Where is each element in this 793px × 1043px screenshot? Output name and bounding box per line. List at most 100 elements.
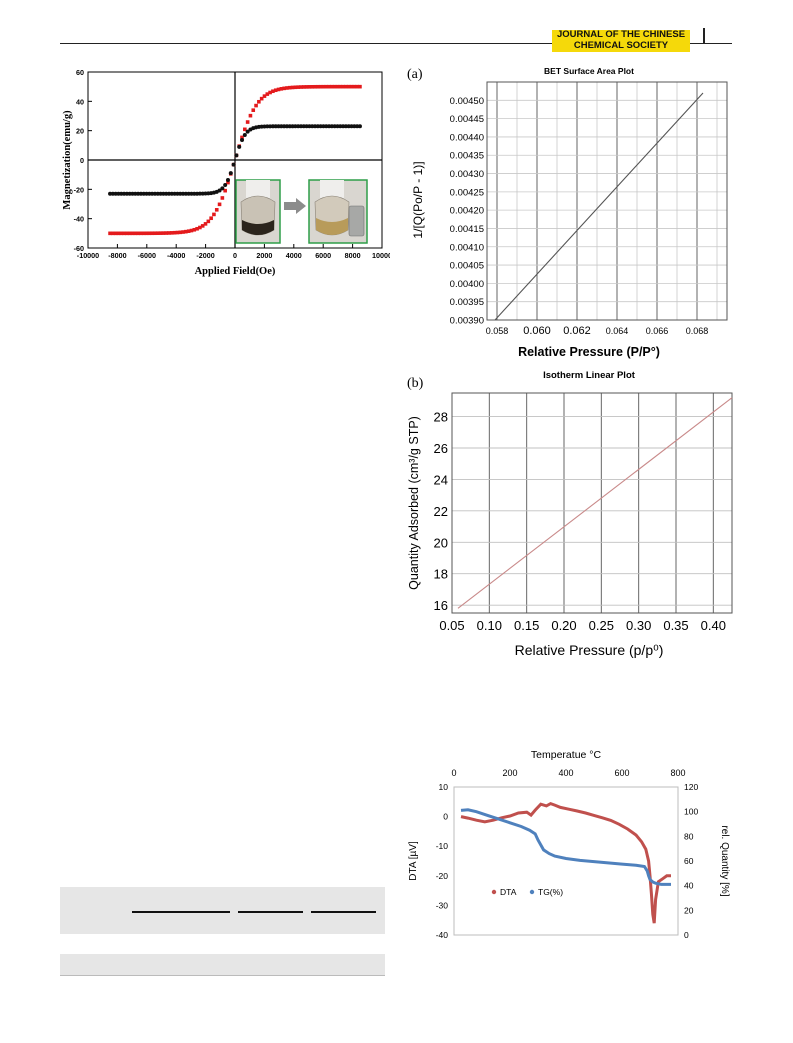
inset-photo-before xyxy=(235,179,281,244)
red-series-point xyxy=(181,230,185,234)
red-series-point xyxy=(209,216,213,221)
x-tick-label: 0.068 xyxy=(686,326,709,336)
y-tick-label: 0.00420 xyxy=(450,206,484,217)
tg-series-line xyxy=(460,808,671,886)
red-series-point xyxy=(257,99,261,104)
chart-title: BET Surface Area Plot xyxy=(544,66,634,76)
red-series-point xyxy=(304,85,309,89)
black-series-point xyxy=(296,124,301,129)
red-series-point xyxy=(212,212,216,217)
y-tick-label: 0 xyxy=(80,156,84,165)
table-column-rule-1 xyxy=(132,911,230,913)
red-series-point xyxy=(125,231,129,236)
red-series-point xyxy=(150,231,154,236)
x-tick-label: 0.062 xyxy=(563,325,591,337)
red-series-point xyxy=(189,228,194,233)
black-series-point xyxy=(327,124,332,129)
black-series-point xyxy=(301,124,306,129)
isotherm-chart: (b) Isotherm Linear Plot 0.05 0.10 0.15 0.2… xyxy=(407,370,733,658)
magnetization-chart: 60 40 20 0 -20 -40 -60 -10000 -8000 -6000 -4000 -2… xyxy=(62,68,390,277)
black-series-point xyxy=(265,124,270,129)
red-series-point xyxy=(285,86,289,90)
chart-title: Isotherm Linear Plot xyxy=(543,370,636,381)
black-series-point xyxy=(113,191,118,196)
red-series-point xyxy=(184,229,188,234)
right-y-axis-label: rel. Quantity [%] xyxy=(719,825,730,896)
black-series-point xyxy=(352,124,357,129)
left-y-tick-label: -30 xyxy=(436,900,449,910)
x-tick-label: -10000 xyxy=(77,251,99,260)
black-series-point xyxy=(136,191,141,196)
red-series-point xyxy=(175,230,180,235)
red-series-point xyxy=(147,231,152,236)
y-tick-label: 0.00425 xyxy=(450,187,484,198)
red-series-point xyxy=(226,180,230,185)
black-series-point xyxy=(197,191,202,196)
red-series-point xyxy=(139,231,143,236)
black-series-point xyxy=(245,129,250,134)
red-series-point xyxy=(310,84,315,89)
journal-name-line1: JOURNAL OF THE CHINESE xyxy=(556,29,686,40)
red-series-point xyxy=(158,231,163,235)
y-tick-label: 60 xyxy=(76,68,84,77)
y-tick-label: 24 xyxy=(434,472,448,487)
x-tick-label: 0.10 xyxy=(477,618,502,633)
left-y-tick-label: -40 xyxy=(436,930,449,940)
red-series-point xyxy=(248,113,253,118)
black-series-point xyxy=(200,191,205,196)
black-series-point xyxy=(178,191,183,196)
red-series-point xyxy=(290,85,295,90)
red-series-point xyxy=(186,229,191,233)
red-series-point xyxy=(111,231,115,236)
journal-name-line2: CHEMICAL SOCIETY xyxy=(573,39,669,51)
red-series-point xyxy=(122,231,126,236)
red-series-point xyxy=(282,86,286,91)
x-tick-label: 0 xyxy=(233,251,237,260)
arrow-icon xyxy=(284,198,306,214)
black-series-point xyxy=(346,124,351,129)
left-y-tick-label: 0 xyxy=(443,812,448,822)
black-series-point xyxy=(270,124,275,129)
black-series-point xyxy=(124,191,129,196)
black-series-point xyxy=(231,162,236,167)
black-series-point xyxy=(130,191,135,196)
black-series-point xyxy=(318,124,323,129)
x-tick-label: -6000 xyxy=(138,251,156,260)
red-series-point xyxy=(108,231,112,236)
header-rule xyxy=(60,43,732,44)
red-series-point xyxy=(164,231,169,235)
black-series-point xyxy=(324,124,329,129)
red-series-point xyxy=(206,219,211,224)
y-tick-label: -40 xyxy=(74,215,84,224)
black-series-point xyxy=(119,191,124,196)
table-column-rule-3 xyxy=(311,911,376,913)
black-series-point xyxy=(167,191,172,196)
red-series-point xyxy=(352,84,357,89)
y-tick-label: 20 xyxy=(76,127,84,136)
y-axis-label: Quantity Adsorbed (cm³/g STP) xyxy=(407,416,421,590)
red-series-point xyxy=(167,231,171,235)
black-series-point xyxy=(343,124,348,129)
red-series-point xyxy=(144,231,149,236)
y-tick-label: 0.00445 xyxy=(450,114,484,125)
x-tick-label: 10000 xyxy=(372,251,390,260)
red-series-point xyxy=(243,127,247,132)
red-series-point xyxy=(214,208,219,212)
y-tick-label: 0.00435 xyxy=(450,151,484,162)
red-series-point xyxy=(341,84,345,89)
red-series-point xyxy=(155,231,160,236)
dta-series-line xyxy=(460,801,671,924)
y-tick-label: 0.00395 xyxy=(450,297,484,308)
red-series-point xyxy=(220,196,225,200)
black-series-point xyxy=(287,124,292,129)
red-series-point xyxy=(265,92,270,96)
x-tick-label: 0.064 xyxy=(606,326,629,336)
legend-dta-marker xyxy=(491,889,497,895)
table-header-band xyxy=(60,887,385,934)
y-tick-label: 26 xyxy=(434,441,448,456)
black-series-point xyxy=(355,124,360,129)
red-series-point xyxy=(335,84,340,89)
y-tick-label: 0.00405 xyxy=(450,261,484,272)
black-series-point xyxy=(110,191,115,196)
red-series-point xyxy=(299,85,303,89)
